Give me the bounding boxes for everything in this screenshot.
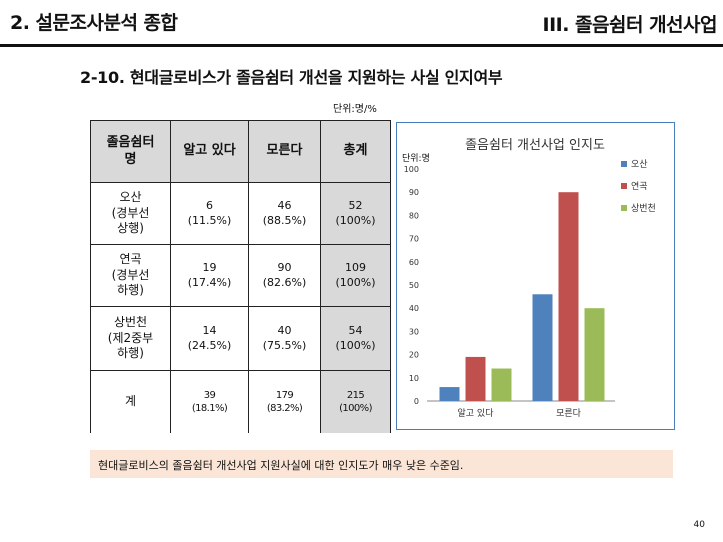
row-name: 계 [90, 370, 171, 433]
y-tick-label: 20 [409, 351, 419, 360]
cell-total: 52 (100%) [320, 182, 391, 245]
cell-dont-know: 179 (83.2%) [248, 370, 321, 433]
row-name: 오산 (경부선 상행) [90, 182, 171, 245]
table-header-row: 졸음쉼터 명 알고 있다 모른다 총계 [90, 120, 391, 183]
y-tick-label: 40 [409, 304, 419, 313]
y-tick-label: 60 [409, 258, 419, 267]
bar [532, 294, 553, 401]
chart-title: 졸음쉼터 개선사업 인지도 [465, 138, 605, 153]
y-tick-label: 90 [409, 188, 419, 197]
row-name: 연곡 (경부선 하행) [90, 244, 171, 307]
y-tick-label: 80 [409, 211, 419, 220]
table-row: 오산 (경부선 상행) 6 (11.5%) 46 (88.5%) 52 (100… [90, 182, 391, 245]
header-cell-shelter: 졸음쉼터 명 [90, 120, 171, 183]
cell-dont-know: 40 (75.5%) [248, 306, 321, 371]
cell-total: 54 (100%) [320, 306, 391, 371]
chapter-title: III. 졸음쉼터 개선사업 [542, 14, 718, 36]
header-cell-dont-know: 모른다 [248, 120, 321, 183]
header-divider [0, 44, 723, 47]
table-row: 연곡 (경부선 하행) 19 (17.4%) 90 (82.6%) 109 (1… [90, 244, 391, 307]
page-subtitle: 2-10. 현대글로비스가 졸음쉼터 개선을 지원하는 사실 인지여부 [80, 68, 503, 87]
cell-know: 14 (24.5%) [170, 306, 249, 371]
cell-know: 39 (18.1%) [170, 370, 249, 433]
cell-dont-know: 46 (88.5%) [248, 182, 321, 245]
legend-label: 상번천 [631, 203, 656, 214]
legend-swatch [621, 183, 627, 189]
bar [584, 308, 605, 401]
bar [558, 192, 579, 401]
row-name: 상번천 (제2중부 하행) [90, 306, 171, 371]
cell-know: 19 (17.4%) [170, 244, 249, 307]
y-tick-label: 70 [409, 235, 419, 244]
bar [491, 368, 512, 401]
header-cell-total: 총계 [320, 120, 391, 183]
survey-table: 졸음쉼터 명 알고 있다 모른다 총계 오산 (경부선 상행) 6 (11.5%… [90, 120, 391, 433]
header-cell-know: 알고 있다 [170, 120, 249, 183]
cell-dont-know: 90 (82.6%) [248, 244, 321, 307]
y-tick-label: 50 [409, 281, 419, 290]
table-unit-note: 단위:명/% [333, 104, 377, 115]
legend-label: 오산 [631, 159, 648, 170]
table-row: 상번천 (제2중부 하행) 14 (24.5%) 40 (75.5%) 54 (… [90, 306, 391, 371]
table-row-total: 계 39 (18.1%) 179 (83.2%) 215 (100%) [90, 370, 391, 433]
y-tick-label: 10 [409, 374, 419, 383]
legend-label: 연곡 [631, 181, 648, 192]
legend-swatch [621, 205, 627, 211]
summary-note: 현대글로비스의 졸음쉼터 개선사업 지원사실에 대한 인지도가 매우 낮은 수준… [90, 450, 673, 478]
legend-swatch [621, 161, 627, 167]
page-number: 40 [693, 520, 705, 530]
x-tick-label: 알고 있다 [458, 407, 495, 419]
cell-know: 6 (11.5%) [170, 182, 249, 245]
chart-unit-label: 단위:명 [402, 153, 430, 164]
bar [465, 356, 486, 401]
bar [439, 387, 460, 401]
cell-total: 109 (100%) [320, 244, 391, 307]
cell-total: 215 (100%) [320, 370, 391, 433]
section-title: 2. 설문조사분석 종합 [10, 12, 178, 34]
y-tick-label: 100 [404, 165, 419, 174]
x-tick-label: 모른다 [556, 408, 582, 419]
y-tick-label: 0 [414, 397, 419, 406]
y-tick-label: 30 [409, 327, 419, 336]
